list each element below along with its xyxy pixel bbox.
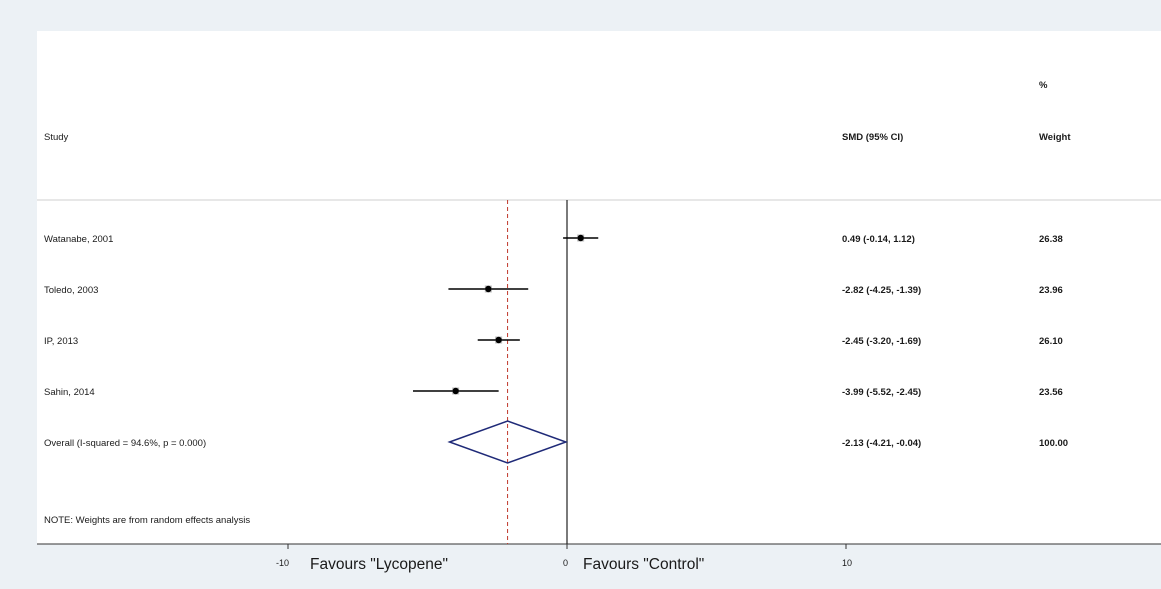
favours-lycopene-label: Favours "Lycopene" xyxy=(310,556,448,573)
ci-header: SMD (95% CI) xyxy=(842,132,904,143)
x-tick-label: 10 xyxy=(842,558,853,568)
weight-header: Weight xyxy=(1039,132,1071,143)
overall-weight-value: 100.00 xyxy=(1039,438,1069,449)
ci-value: 0.49 (-0.14, 1.12) xyxy=(842,234,915,245)
overall-diamond xyxy=(447,420,569,464)
study-label: Toledo, 2003 xyxy=(44,285,99,296)
study-label: IP, 2013 xyxy=(44,336,79,347)
weights-note: NOTE: Weights are from random effects an… xyxy=(44,515,251,526)
point-estimate xyxy=(495,336,502,344)
point-estimate xyxy=(577,234,584,242)
weight-value: 23.96 xyxy=(1039,285,1063,296)
point-estimate xyxy=(452,387,459,395)
favours-control-label: Favours "Control" xyxy=(583,556,705,573)
weight-value: 26.10 xyxy=(1039,336,1063,347)
ci-value: -2.82 (-4.25, -1.39) xyxy=(842,285,922,296)
study-label: Watanabe, 2001 xyxy=(44,234,114,245)
weight-value: 23.56 xyxy=(1039,387,1063,398)
ci-value: -2.45 (-3.20, -1.69) xyxy=(842,336,922,347)
x-tick-label: 0 xyxy=(563,558,569,568)
overall-label: Overall (I-squared = 94.6%, p = 0.000) xyxy=(44,438,207,449)
plot-area xyxy=(37,31,1161,544)
point-estimate xyxy=(485,285,492,293)
study-header: Study xyxy=(44,132,69,143)
weight-percent-header: % xyxy=(1039,80,1048,91)
ci-value: -3.99 (-5.52, -2.45) xyxy=(842,387,922,398)
weight-value: 26.38 xyxy=(1039,234,1063,245)
study-label: Sahin, 2014 xyxy=(44,387,95,398)
x-tick-label: -10 xyxy=(276,558,290,568)
overall-ci-value: -2.13 (-4.21, -0.04) xyxy=(842,438,922,449)
